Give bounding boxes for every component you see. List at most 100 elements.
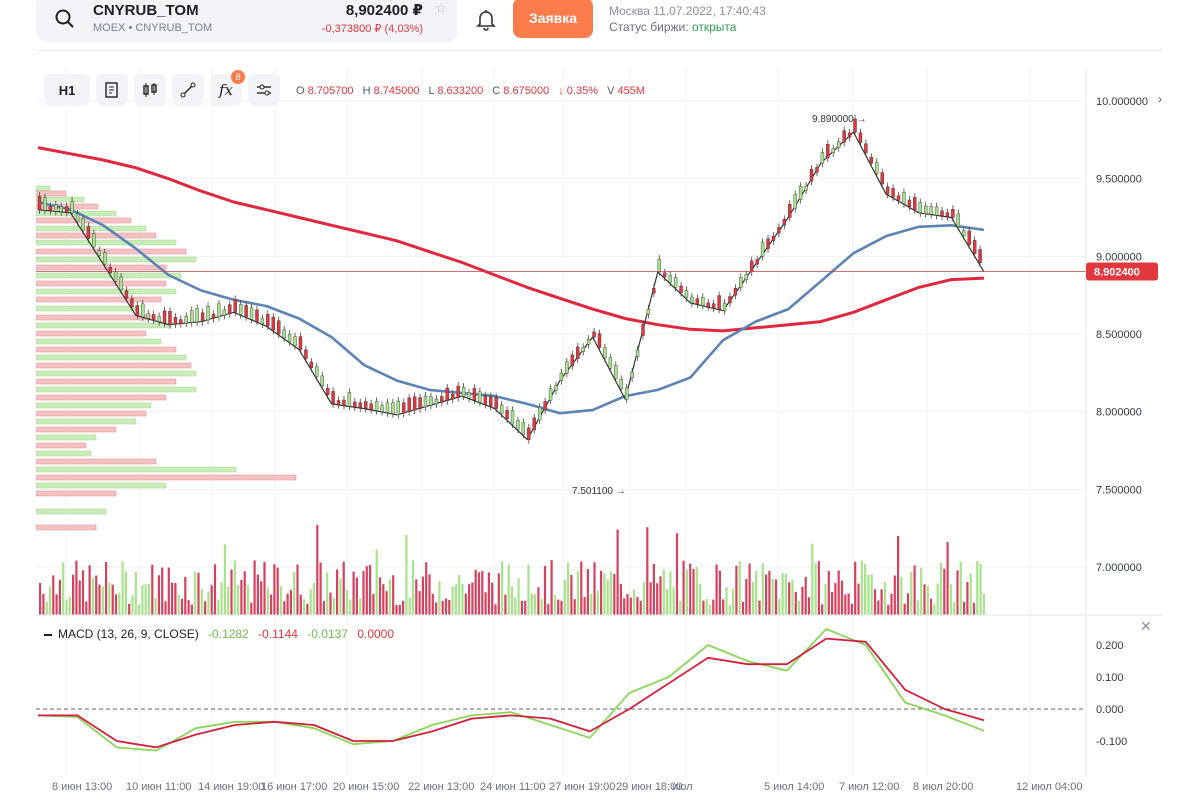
low-annotation: 7.501100 → (572, 486, 626, 497)
candles-icon[interactable] (134, 74, 166, 106)
volume-bar (867, 574, 870, 615)
volume-bar (62, 562, 65, 615)
ohlc-change: ↓ 0.35% (558, 85, 598, 97)
volume-bar (65, 599, 68, 615)
x-tick-label: 10 июн 11:00 (126, 781, 192, 793)
volume-bar (197, 572, 200, 615)
volume-profile-bar (36, 474, 297, 481)
volume-bar (751, 582, 754, 615)
interval-button[interactable]: H1 (44, 74, 90, 106)
volume-bar (52, 575, 55, 615)
order-button[interactable]: Заявка (513, 0, 593, 38)
ohlc-high-label: H (362, 85, 371, 97)
notes-icon[interactable] (96, 74, 128, 106)
volume-bar (510, 586, 514, 615)
indicators-icon[interactable]: fx 8 (210, 70, 245, 106)
volume-profile-bar (36, 248, 187, 255)
volume-bar (847, 593, 850, 615)
candle-body (929, 206, 933, 215)
scroll-right-icon[interactable]: › (1158, 92, 1162, 106)
candle-body (48, 206, 53, 211)
candle-body (195, 308, 199, 323)
candle-body (146, 313, 150, 319)
y-tick-label: 8.000000 (1096, 407, 1142, 419)
candle-body (608, 357, 613, 369)
volume-profile-bar (36, 288, 177, 295)
candle-body (923, 205, 928, 214)
symbol-exchange: MOEX • CNYRUB_TOM (93, 22, 213, 34)
candle-body (614, 365, 618, 379)
candle-body (934, 206, 939, 216)
candle-body (456, 385, 460, 398)
volume-bar (237, 585, 240, 615)
candle-body (918, 202, 922, 214)
volume-bar (204, 601, 207, 615)
volume-bar (316, 525, 319, 615)
volume-bar (128, 603, 131, 615)
candle-body (293, 336, 297, 346)
settings-sliders-icon[interactable] (248, 74, 280, 106)
candle-body (951, 208, 955, 218)
candle-body (717, 295, 721, 310)
candle-body (570, 354, 575, 367)
volume-bar (745, 578, 748, 615)
candle-body (358, 402, 362, 408)
candle-body (353, 401, 357, 408)
volume-bar (504, 594, 507, 615)
volume-bar (517, 578, 520, 615)
volume-bar (458, 574, 461, 615)
candle-body (483, 395, 488, 405)
volume-bar (177, 594, 180, 615)
volume-bar (494, 604, 497, 615)
volume-bar (190, 604, 193, 615)
volume-bar (474, 569, 477, 615)
volume-profile-bar (36, 264, 167, 271)
search-icon[interactable] (54, 8, 76, 30)
volume-bar (448, 599, 451, 615)
volume-bar (372, 594, 375, 615)
candle-body (744, 274, 748, 280)
volume-bar (171, 582, 174, 615)
close-macd-icon[interactable]: ✕ (1140, 618, 1152, 634)
x-tick-label: 8 июл 20:00 (913, 781, 973, 793)
volume-bar (534, 594, 537, 615)
volume-bar (890, 593, 893, 615)
volume-profile-bar (36, 190, 67, 197)
chart-area[interactable]: 8 июн 13:00 10 июн 11:00 14 июн 19:00 16 ию… (36, 52, 1162, 800)
volume-bar (685, 569, 688, 615)
x-tick-label: 14 июн 19:00 (198, 781, 264, 793)
candle-body (478, 391, 482, 403)
volume-bar (75, 560, 78, 615)
volume-bar (708, 604, 712, 615)
ticker-box[interactable]: CNYRUB_TOM MOEX • CNYRUB_TOM 8,902400 ₽ … (36, 0, 457, 42)
volume-bar (636, 597, 639, 615)
volume-bar (375, 549, 378, 615)
y-tick-label: 7.500000 (1096, 484, 1142, 496)
volume-bar (959, 561, 962, 615)
volume-bar (42, 594, 45, 615)
candle-body (434, 398, 439, 405)
volume-bar (728, 604, 731, 615)
volume-bar (864, 563, 867, 615)
volume-bar (560, 600, 563, 615)
volume-profile-bar (36, 508, 107, 515)
candle-body (86, 226, 91, 239)
candle-body (467, 392, 471, 399)
volume-profile-bar (36, 362, 192, 369)
volume-profile-bar (36, 239, 177, 246)
current-price-label: 8.902400 (1094, 266, 1140, 278)
volume-bar (108, 582, 111, 615)
volume-bar (256, 574, 259, 615)
draw-line-icon[interactable] (172, 74, 204, 106)
candle-body (624, 387, 629, 400)
volume-bar (481, 570, 484, 615)
volume-bar (270, 594, 273, 615)
volume-bar (421, 576, 424, 615)
candle-body (722, 302, 727, 311)
volume-bar (527, 564, 530, 615)
candle-body (869, 157, 874, 164)
favorite-star-icon[interactable]: ☆ (434, 0, 447, 16)
bell-icon[interactable] (474, 7, 498, 31)
volume-bar (679, 600, 682, 615)
